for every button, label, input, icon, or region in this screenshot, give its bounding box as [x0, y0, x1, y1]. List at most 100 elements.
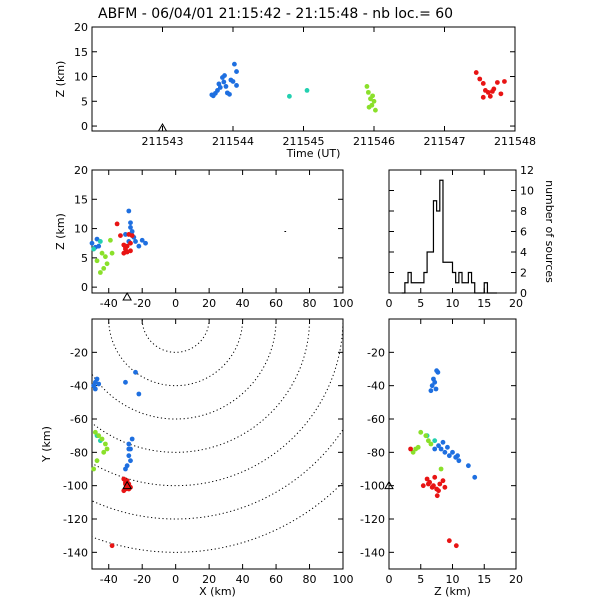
x-y-xtick-label: 20 [202, 573, 216, 586]
time-height-xtick-label: 211546 [353, 135, 395, 148]
x-y-range-ring [92, 319, 310, 453]
x-z-xtick-label: 0 [172, 297, 179, 310]
z-y-ytick-label: -100 [360, 480, 385, 493]
z-y-point-early [455, 453, 460, 459]
z-histogram-xtick-label: 15 [477, 297, 491, 310]
x-z-ytick-label: 5 [81, 252, 88, 265]
z-y-point-early [465, 463, 471, 469]
time-height-point-mid2 [364, 84, 370, 89]
x-z-station-marker [122, 291, 133, 301]
x-y-xtick-label: 60 [269, 573, 283, 586]
x-y-ytick-label: -140 [63, 546, 88, 559]
x-y-ylabel: Y (km) [40, 426, 53, 463]
time-height-point-early [222, 73, 227, 78]
x-z-point-early [96, 243, 102, 249]
time-height-point-mid2 [365, 89, 371, 95]
time-height-point-early [234, 83, 239, 88]
z-y-xtick-label: 10 [446, 573, 460, 586]
time-height-point-early [232, 61, 237, 67]
time-height-point-mid2 [366, 104, 372, 110]
x-y-point-early [123, 466, 128, 472]
time-height-ytick-label: 0 [81, 120, 88, 133]
z-y-point-late [453, 543, 459, 549]
z-y-xtick-label: 20 [509, 573, 523, 586]
x-z-frame [91, 169, 344, 294]
z-y-point-late [424, 476, 430, 482]
z-y-point-mid2 [423, 433, 429, 439]
x-y-point-mid2 [102, 441, 108, 447]
z-y-point-late [432, 474, 438, 480]
z-y-point-early [446, 453, 452, 459]
x-z-ytick-label: 20 [74, 164, 88, 177]
z-y-point-early [450, 449, 455, 455]
x-z-point-early [128, 225, 133, 230]
time-height-point-early [227, 91, 232, 97]
time-height-point-early [221, 79, 227, 85]
x-z-point-early [126, 208, 132, 214]
time-height-point-early [234, 69, 239, 74]
z-y-point-early [432, 446, 438, 452]
time-height-xtick-label: 211547 [424, 135, 466, 148]
x-y-point-mid2 [91, 466, 97, 472]
x-y-point-early [123, 379, 128, 385]
time-height-point-late [477, 76, 483, 82]
x-z-point-mid2 [99, 250, 105, 256]
x-y-point-early [92, 386, 98, 392]
x-y-point-early [126, 441, 132, 447]
time-height-point-mid2 [373, 107, 378, 113]
x-z-ytick-label: 0 [81, 281, 88, 294]
z-y-ytick-label: -120 [360, 513, 385, 526]
x-y-station-marker [122, 480, 133, 490]
z-y-station-marker [384, 480, 394, 490]
x-z-point-late [128, 248, 133, 254]
time-height-point-late [473, 70, 479, 75]
x-y-point-early [96, 381, 102, 387]
time-height-ytick-label: 5 [81, 95, 88, 108]
z-histogram-xtick-label: 20 [509, 297, 523, 310]
time-height-point-late [487, 93, 493, 99]
z-y-point-early [433, 386, 439, 392]
z-y-point-early [442, 449, 448, 455]
time-height-point-late [494, 80, 500, 85]
z-y-point-late [437, 481, 443, 487]
z-y-xtick-label: 15 [477, 573, 491, 586]
z-y-frame [388, 318, 517, 570]
x-y-point-early [133, 369, 138, 375]
z-y-point-early [431, 376, 436, 382]
z-y-ytick-label: -40 [367, 380, 385, 393]
time-height-point-mid2 [370, 93, 375, 99]
time-height-point-late [485, 89, 491, 95]
time-height-ylabel: Z (km) [54, 61, 67, 98]
x-z-point-late [121, 250, 127, 256]
x-y-ytick-label: -60 [70, 413, 88, 426]
z-y-point-late [442, 484, 448, 490]
time-height-point-early [210, 93, 216, 99]
x-y-ytick-label: -40 [70, 380, 88, 393]
x-z-ylabel: Z (km) [54, 213, 67, 250]
x-y-xtick-label: 80 [303, 573, 317, 586]
time-height-point-mid [287, 93, 292, 99]
z-y-point-early [428, 388, 434, 394]
z-y-point-late [434, 493, 440, 499]
z-y-point-early [436, 443, 441, 449]
x-y-xtick-label: 0 [172, 573, 179, 586]
x-z-xtick-label: 60 [269, 297, 283, 310]
x-y-xlabel: X (km) [199, 585, 236, 598]
time-height-xlabel: Time (UT) [286, 147, 341, 160]
z-y-point-mid2 [413, 446, 419, 452]
x-y-xtick-label: -40 [100, 573, 118, 586]
x-y-point-early [126, 446, 132, 452]
time-height-point-early [223, 84, 229, 89]
x-y-ytick-label: -120 [63, 513, 88, 526]
time-height-point-late [498, 91, 504, 97]
x-z-xtick-label: -40 [100, 297, 118, 310]
x-y-point-mid2 [94, 458, 100, 464]
z-y-point-mid2 [438, 466, 444, 472]
time-height-xtick-label: 211548 [494, 135, 536, 148]
z-y-point-mid2 [425, 438, 431, 444]
z-y-point-mid2 [418, 429, 424, 435]
x-y-frame [91, 318, 344, 570]
x-z-point-early [89, 240, 95, 246]
z-histogram-ytick-label: 4 [520, 246, 527, 259]
